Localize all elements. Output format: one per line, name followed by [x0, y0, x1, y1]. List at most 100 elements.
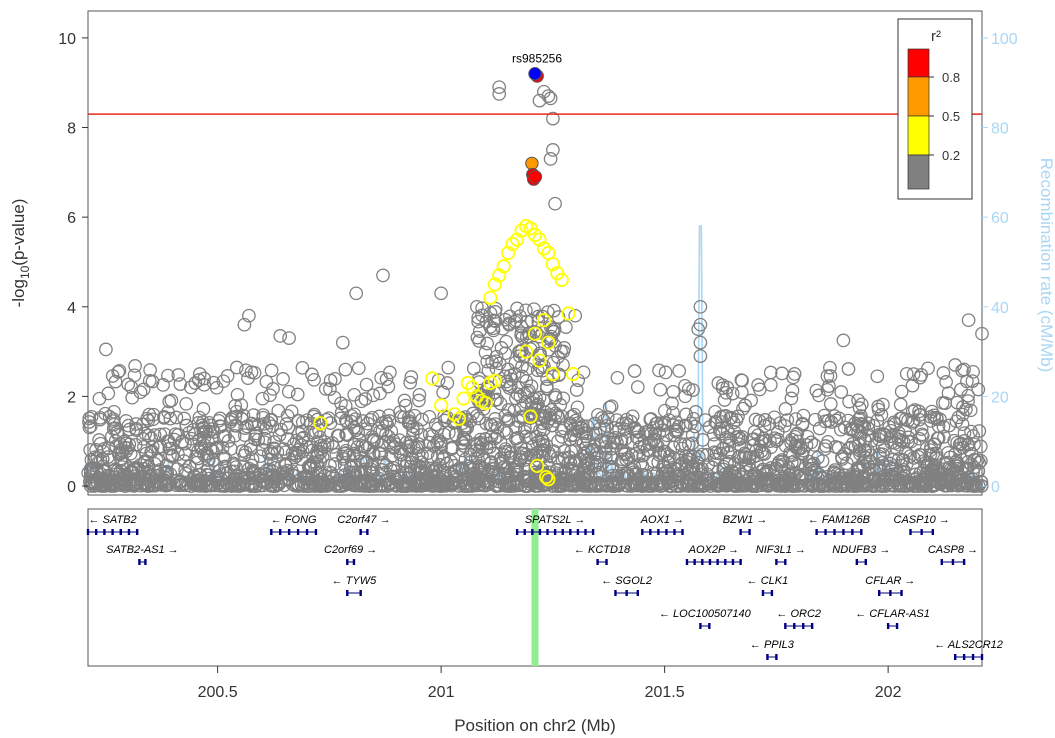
snp-point-gray	[359, 377, 374, 392]
snp-point-gray	[548, 338, 562, 353]
snp-point-gray	[555, 452, 570, 467]
snp-point-gray	[470, 408, 484, 423]
gene-exon-SGOL2	[614, 590, 617, 596]
snp-point-gray	[422, 409, 437, 424]
snp-point-gray	[649, 416, 663, 431]
gene-exon-TYW5	[359, 590, 362, 596]
snp-point-gray	[552, 367, 566, 382]
lead-snp-label: rs985256	[512, 52, 562, 66]
snp-point-gray	[439, 475, 454, 489]
snp-point-gray	[351, 361, 366, 376]
snp-point-gray	[554, 409, 569, 424]
snp-point-gray	[157, 427, 172, 442]
y-tick-label-8: 8	[67, 121, 76, 138]
snp-point-gray	[329, 479, 344, 493]
snp-point-gray	[896, 453, 911, 467]
snp-point-yellow	[425, 371, 440, 386]
snp-point-gray	[886, 452, 901, 467]
gene-exon-SPATS2L	[553, 529, 557, 535]
snp-point-gray	[617, 446, 632, 460]
snp-point-gray	[431, 373, 446, 387]
snp-point-gray	[610, 370, 625, 385]
snp-point-gray	[961, 388, 976, 403]
snp-point-gray	[778, 402, 793, 416]
snp-point-gray	[693, 335, 708, 350]
snp-point-gray	[672, 364, 687, 378]
snp-point-gray	[911, 479, 925, 493]
snp-point-gray	[578, 453, 593, 468]
snp-point-gray	[119, 444, 134, 459]
snp-point-gray	[712, 471, 726, 486]
snp-point-gray	[832, 411, 846, 426]
snp-point-gray	[125, 390, 140, 405]
snp-point-gray	[160, 434, 175, 449]
snp-point-gray	[209, 470, 224, 484]
snp-point-gray	[691, 322, 706, 337]
snp-point-gray	[576, 426, 590, 440]
gene-exon-C2orf69	[346, 559, 349, 565]
gene-exon-AOX2P	[716, 559, 719, 565]
gene-exon-FAM126B	[833, 529, 836, 535]
gene-label-SATB2: ← SATB2	[89, 514, 137, 526]
snp-point-gray	[905, 378, 920, 393]
snp-point-gray	[466, 462, 481, 477]
gene-exon-FAM126B	[824, 529, 827, 535]
snp-point-gray	[672, 471, 686, 486]
snp-point-gray	[245, 467, 260, 482]
snp-point-yellow	[527, 228, 543, 243]
snp-point-gray	[543, 152, 558, 166]
snp-point-gray	[756, 431, 771, 446]
snp-point-gray	[347, 387, 362, 402]
gene-exon-AOX2P	[724, 559, 727, 565]
snp-point-gray	[414, 455, 429, 470]
snp-point-gray	[288, 446, 303, 461]
snp-point-gray	[106, 422, 121, 436]
snp-point-gray	[598, 440, 613, 454]
snp-point-gray	[786, 479, 800, 493]
gene-exon-SATB2	[103, 529, 106, 535]
gene-exon-FONG	[287, 529, 291, 535]
snp-point-gray	[853, 447, 867, 461]
snp-point-gray	[304, 458, 318, 473]
gene-exon-SPATS2L	[531, 529, 534, 535]
snp-point-gray	[804, 435, 819, 450]
snp-point-gray	[555, 429, 569, 444]
snp-point-gray	[973, 439, 988, 454]
snp-point-gray	[278, 457, 293, 471]
snp-point-gray	[796, 478, 810, 493]
snp-point-gray	[785, 383, 800, 398]
snp-point-gray	[263, 388, 277, 403]
snp-point-gray	[948, 477, 962, 492]
snp-point-yellow	[509, 232, 525, 247]
snp-point-gray	[256, 410, 271, 425]
x-tick-label-202: 202	[875, 684, 902, 701]
snp-point-gray	[268, 479, 283, 493]
snp-point-gray	[657, 469, 672, 484]
snp-point-yellow	[460, 375, 475, 391]
snp-point-gray	[383, 365, 397, 380]
snp-point-gray	[796, 408, 811, 423]
snp-point-gray	[937, 429, 951, 444]
snp-point-gray	[852, 401, 867, 415]
snp-point-gray	[231, 477, 245, 492]
snp-point-gray	[621, 451, 636, 465]
snp-point-gray	[234, 412, 249, 426]
snp-point-gray	[577, 446, 591, 461]
snp-point-orange	[525, 156, 539, 171]
gene-exon-SPATS2L	[546, 529, 549, 535]
gene-track: ← SATB2 SATB2-AS1 → ← FONG C2orf47 → C2orf69…	[86, 514, 1003, 660]
snp-point-gray	[251, 417, 266, 432]
snp-point-gray	[445, 441, 459, 456]
snp-point-yellow	[539, 469, 554, 485]
snp-point-yellow	[532, 232, 547, 247]
snp-point-gray	[717, 393, 732, 407]
snp-point-gray	[879, 428, 894, 443]
snp-point-gray	[507, 403, 522, 418]
snp-point-gray	[762, 417, 777, 431]
snp-point-gray	[710, 478, 724, 492]
snp-point-gray	[213, 411, 227, 426]
snp-point-gray	[95, 452, 110, 466]
snp-point-gray	[834, 385, 849, 399]
snp-point-gray	[183, 380, 198, 395]
snp-point-yellow	[496, 259, 511, 274]
